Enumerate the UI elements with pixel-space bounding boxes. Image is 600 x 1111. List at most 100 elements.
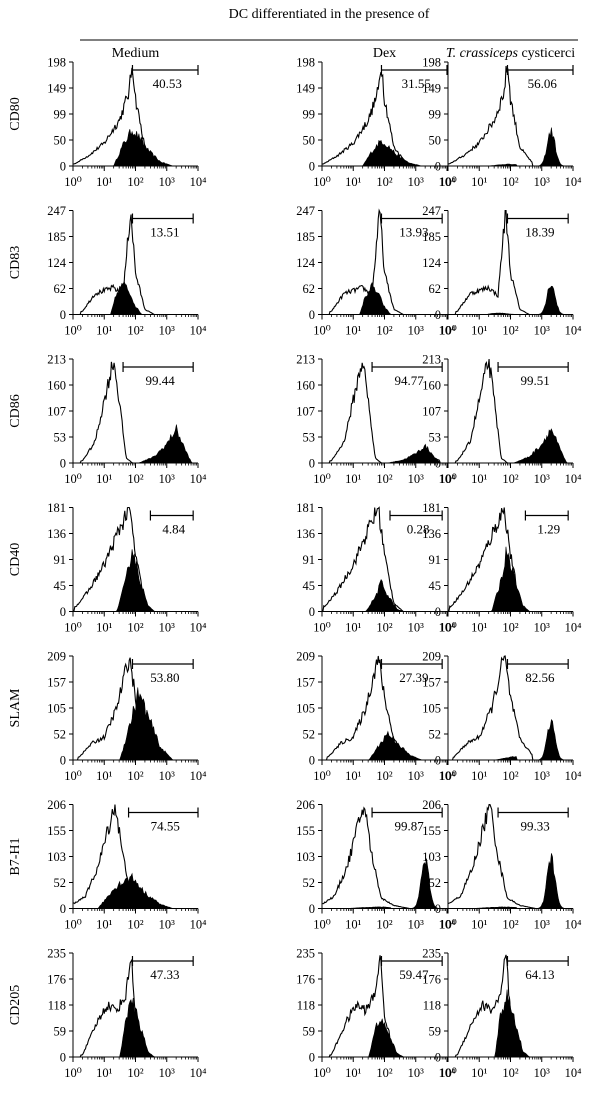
- gate-value: 56.06: [528, 76, 558, 91]
- x-tick-label: 10⁰: [313, 1066, 331, 1080]
- y-tick-label: 136: [422, 527, 441, 541]
- y-tick-label: 59: [429, 1025, 442, 1039]
- x-tick-label: 10³: [159, 324, 176, 338]
- y-tick-label: 0: [435, 1051, 441, 1065]
- y-tick-label: 0: [435, 754, 441, 768]
- x-tick-label: 10⁰: [439, 769, 457, 783]
- y-tick-label: 160: [47, 379, 66, 393]
- y-tick-label: 124: [422, 256, 442, 270]
- y-tick-label: 0: [435, 160, 441, 174]
- x-tick-label: 10⁴: [439, 175, 456, 189]
- panel-cd80-2: 0 50 99 149 198 10⁰ 10¹ 10² 10³ 10⁴ 56.06: [422, 56, 581, 190]
- panel-cd40-1: 0 45 91 136 181 10⁰ 10¹ 10² 10³ 10⁴ 0.28: [296, 501, 455, 635]
- x-tick-label: 10⁰: [64, 621, 82, 635]
- y-tick-label: 176: [47, 973, 66, 987]
- x-tick-label: 10¹: [345, 472, 362, 486]
- column-header-italic: T. crassiceps: [446, 46, 519, 61]
- gate-value: 18.39: [525, 225, 554, 240]
- x-tick-label: 10²: [127, 1066, 144, 1080]
- gate-value: 94.77: [394, 373, 424, 388]
- y-tick-label: 0: [60, 605, 66, 619]
- filled-histogram: [322, 858, 447, 909]
- x-tick-label: 10³: [159, 1066, 176, 1080]
- x-tick-label: 10⁰: [64, 1066, 82, 1080]
- y-tick-label: 124: [47, 256, 67, 270]
- x-tick-label: 10⁰: [64, 324, 82, 338]
- x-tick-label: 10³: [159, 769, 176, 783]
- y-tick-label: 50: [54, 134, 67, 148]
- y-tick-label: 53: [54, 431, 67, 445]
- y-tick-label: 118: [48, 999, 66, 1013]
- gate-value: 99.44: [145, 373, 175, 388]
- y-tick-label: 107: [47, 405, 66, 419]
- y-tick-label: 52: [429, 728, 442, 742]
- row-label-cd80: CD80: [8, 97, 23, 130]
- x-tick-label: 10²: [502, 1066, 519, 1080]
- y-tick-label: 185: [47, 230, 66, 244]
- y-tick-label: 62: [303, 282, 316, 296]
- x-tick-label: 10²: [127, 621, 144, 635]
- gate-value: 13.93: [399, 225, 428, 240]
- y-tick-label: 247: [422, 204, 441, 218]
- panel-cd86-0: 0 53 107 160 213 10⁰ 10¹ 10² 10³ 10⁴ 99.44: [47, 353, 206, 487]
- open-histogram: [447, 65, 573, 167]
- open-histogram: [73, 957, 198, 1058]
- x-tick-label: 10³: [159, 621, 176, 635]
- y-tick-label: 0: [435, 902, 441, 916]
- panel-cd80-1: 0 50 99 149 198 10⁰ 10¹ 10² 10³ 10⁴ 31.55: [296, 56, 455, 190]
- x-tick-label: 10²: [127, 769, 144, 783]
- panel-cd205-1: 0 59 118 176 235 10⁰ 10¹ 10² 10³ 10⁴ 59.47: [296, 947, 455, 1081]
- filled-histogram: [448, 853, 573, 909]
- x-tick-label: 10⁴: [565, 769, 582, 783]
- open-histogram: [322, 208, 447, 316]
- gate-value: 64.13: [525, 967, 554, 982]
- y-tick-label: 209: [296, 650, 315, 664]
- x-tick-label: 10⁴: [565, 621, 582, 635]
- y-tick-label: 105: [47, 702, 66, 716]
- y-tick-label: 0: [435, 308, 441, 322]
- x-tick-label: 10²: [376, 175, 393, 189]
- x-tick-label: 10²: [502, 918, 519, 932]
- panel-cd86-2: 0 53 107 160 213 10⁰ 10¹ 10² 10³ 10⁴ 99.51: [422, 353, 581, 487]
- row-label-cd205: CD205: [8, 985, 23, 1025]
- column-header-1: Dex: [373, 46, 396, 61]
- open-histogram: [73, 361, 198, 464]
- open-histogram: [448, 209, 573, 316]
- y-tick-label: 185: [296, 230, 315, 244]
- x-tick-label: 10⁰: [313, 472, 331, 486]
- x-tick-label: 10⁴: [190, 621, 207, 635]
- y-tick-label: 52: [429, 876, 442, 890]
- y-tick-label: 62: [429, 282, 442, 296]
- x-tick-label: 10³: [159, 472, 176, 486]
- x-tick-label: 10¹: [471, 1066, 488, 1080]
- y-tick-label: 50: [429, 134, 442, 148]
- gate-value: 99.87: [394, 819, 424, 834]
- y-tick-label: 0: [309, 754, 315, 768]
- x-tick-label: 10⁴: [565, 324, 582, 338]
- gate-value: 4.84: [162, 522, 185, 537]
- open-histogram: [322, 362, 447, 464]
- x-tick-label: 10⁰: [64, 175, 82, 189]
- panel-slam-2: 0 52 105 157 209 10⁰ 10¹ 10² 10³ 10⁴ 82.56: [422, 650, 581, 784]
- x-tick-label: 10¹: [96, 769, 113, 783]
- column-headers: Medium Dex T. crassiceps cysticerci: [112, 46, 575, 61]
- gate-value: 59.47: [399, 967, 429, 982]
- y-tick-label: 157: [422, 676, 441, 690]
- x-tick-label: 10³: [408, 1066, 425, 1080]
- y-tick-label: 52: [303, 876, 316, 890]
- gate-value: 99.33: [520, 819, 549, 834]
- gate-value: 53.80: [150, 670, 179, 685]
- y-tick-label: 103: [422, 850, 441, 864]
- x-tick-label: 10²: [502, 769, 519, 783]
- gate-value: 27.39: [399, 670, 428, 685]
- x-tick-label: 10⁴: [565, 175, 582, 189]
- x-tick-label: 10⁴: [565, 472, 582, 486]
- gate-value: 1.29: [537, 522, 560, 537]
- panel-cd40-0: 0 45 91 136 181 10⁰ 10¹ 10² 10³ 10⁴ 4.84: [47, 501, 206, 635]
- filled-histogram: [448, 719, 573, 761]
- y-tick-label: 99: [54, 108, 67, 122]
- x-tick-label: 10⁴: [190, 769, 207, 783]
- x-tick-label: 10⁰: [439, 324, 457, 338]
- y-tick-label: 99: [429, 108, 442, 122]
- x-tick-label: 10⁰: [313, 918, 331, 932]
